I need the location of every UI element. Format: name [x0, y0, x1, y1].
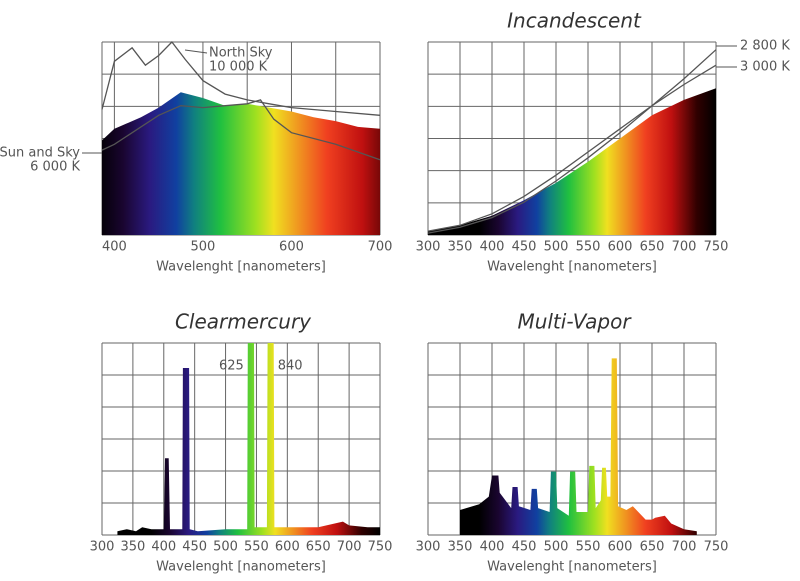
x-tick-label: 600 [279, 240, 304, 255]
series-line [101, 41, 381, 116]
x-tick-label: 700 [368, 240, 393, 255]
spectrum-area [117, 343, 381, 535]
leader-line [184, 49, 208, 54]
chart-title: Multi-Vapor [517, 310, 632, 334]
x-tick-label: 350 [448, 240, 473, 255]
line-label: 2 800 K [740, 39, 790, 54]
x-tick-label: 750 [704, 540, 729, 555]
x-tick-label: 650 [306, 540, 331, 555]
x-tick-label: 700 [337, 540, 362, 555]
series-line [101, 99, 381, 161]
x-tick-label: 300 [416, 540, 441, 555]
line-label: North Sky [209, 46, 273, 61]
series-line [427, 49, 717, 234]
x-tick-label: 550 [576, 540, 601, 555]
x-tick-label: 300 [90, 540, 115, 555]
x-tick-label: 600 [608, 240, 633, 255]
x-tick-label: 400 [151, 540, 176, 555]
x-tick-label: 700 [672, 540, 697, 555]
x-axis-label: Wavelenght [nanometers] [156, 560, 326, 575]
x-tick-label: 750 [704, 240, 729, 255]
line-label: 6 000 K [30, 160, 80, 175]
x-tick-label: 450 [512, 240, 537, 255]
annotation: 840 [278, 359, 303, 374]
x-tick-label: 400 [102, 240, 127, 255]
spectrum-area [460, 358, 697, 535]
x-tick-label: 400 [480, 240, 505, 255]
annotation: 625 [219, 359, 244, 374]
x-tick-label: 600 [275, 540, 300, 555]
x-tick-label: 700 [672, 240, 697, 255]
series-line [427, 64, 717, 232]
spectrum-area [102, 92, 380, 235]
line-label: 10 000 K [209, 60, 268, 75]
x-tick-label: 600 [608, 540, 633, 555]
x-tick-label: 500 [544, 240, 569, 255]
x-tick-label: 300 [416, 240, 441, 255]
x-tick-label: 750 [368, 540, 393, 555]
x-tick-label: 650 [640, 240, 665, 255]
x-tick-label: 350 [448, 540, 473, 555]
x-axis-label: Wavelenght [nanometers] [487, 560, 657, 575]
x-tick-label: 550 [244, 540, 269, 555]
x-tick-label: 650 [640, 540, 665, 555]
x-tick-label: 400 [480, 540, 505, 555]
x-tick-label: 450 [182, 540, 207, 555]
x-tick-label: 450 [512, 540, 537, 555]
line-label: 3 000 K [740, 60, 790, 75]
chart-title: Clearmercury [175, 310, 312, 334]
x-tick-label: 500 [191, 240, 216, 255]
x-tick-label: 500 [213, 540, 238, 555]
chart-title: Incandescent [507, 9, 642, 33]
spectrum-area [428, 88, 716, 235]
x-axis-label: Wavelenght [nanometers] [487, 260, 657, 275]
x-axis-label: Wavelenght [nanometers] [156, 260, 326, 275]
x-tick-label: 550 [576, 240, 601, 255]
x-tick-label: 350 [120, 540, 145, 555]
line-label: Sun and Sky [0, 146, 80, 161]
x-tick-label: 500 [544, 540, 569, 555]
